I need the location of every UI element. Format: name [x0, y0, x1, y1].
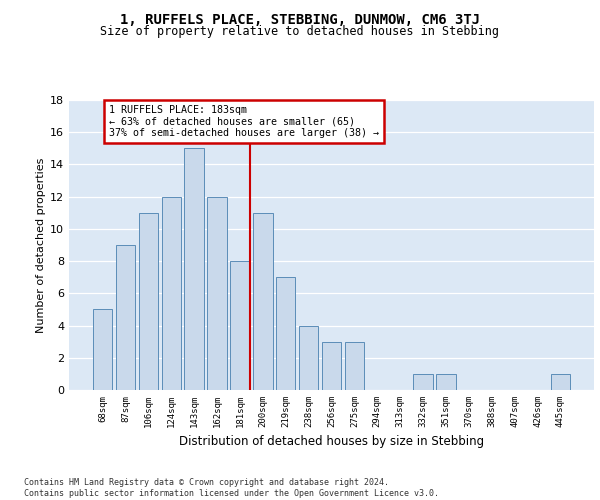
- Bar: [322, 342, 341, 390]
- Y-axis label: Number of detached properties: Number of detached properties: [36, 158, 46, 332]
- Bar: [299, 326, 319, 390]
- Bar: [116, 245, 135, 390]
- Bar: [436, 374, 455, 390]
- Bar: [208, 196, 227, 390]
- Bar: [230, 261, 250, 390]
- Bar: [161, 196, 181, 390]
- Text: Contains HM Land Registry data © Crown copyright and database right 2024.
Contai: Contains HM Land Registry data © Crown c…: [24, 478, 439, 498]
- Bar: [551, 374, 570, 390]
- Bar: [184, 148, 204, 390]
- Bar: [344, 342, 364, 390]
- Bar: [253, 213, 272, 390]
- Text: 1 RUFFELS PLACE: 183sqm
← 63% of detached houses are smaller (65)
37% of semi-de: 1 RUFFELS PLACE: 183sqm ← 63% of detache…: [109, 105, 379, 138]
- Text: Size of property relative to detached houses in Stebbing: Size of property relative to detached ho…: [101, 25, 499, 38]
- Bar: [413, 374, 433, 390]
- Bar: [276, 277, 295, 390]
- X-axis label: Distribution of detached houses by size in Stebbing: Distribution of detached houses by size …: [179, 436, 484, 448]
- Text: 1, RUFFELS PLACE, STEBBING, DUNMOW, CM6 3TJ: 1, RUFFELS PLACE, STEBBING, DUNMOW, CM6 …: [120, 12, 480, 26]
- Bar: [139, 213, 158, 390]
- Bar: [93, 310, 112, 390]
